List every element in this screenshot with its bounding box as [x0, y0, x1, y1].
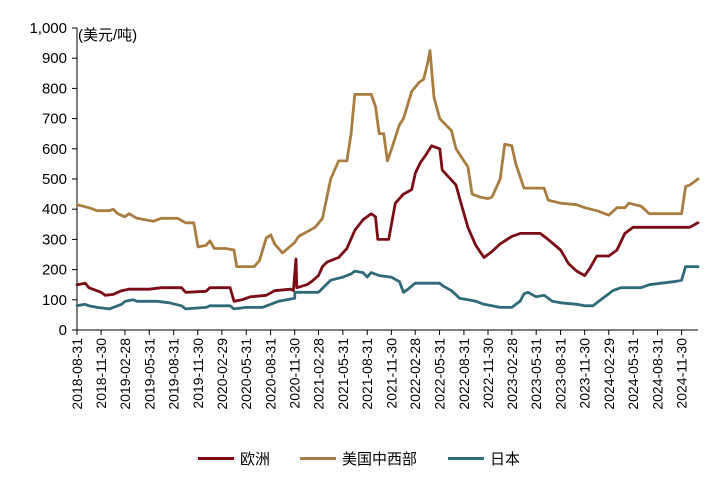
y-tick-label: 800 — [42, 80, 67, 97]
x-tick-label: 2023-11-30 — [577, 338, 593, 409]
x-tick-label: 2023-05-31 — [528, 338, 544, 410]
x-tick-label: 2022-11-30 — [480, 338, 496, 409]
x-tick-label: 2023-08-31 — [553, 338, 569, 410]
x-tick-label: 2021-05-31 — [335, 338, 351, 410]
x-tick-label: 2024-08-31 — [649, 338, 665, 410]
x-tick-label: 2021-11-30 — [383, 338, 399, 409]
x-tick-label: 2021-02-28 — [311, 338, 327, 410]
y-axis: 0 100 200 300 400 500 600 700 800 900 1,000 — [29, 20, 78, 339]
x-tick-label: 2023-02-28 — [504, 338, 520, 410]
legend-item-europe: 欧洲 — [198, 445, 270, 471]
x-tick-label: 2024-05-31 — [625, 338, 641, 410]
y-tick-label: 600 — [42, 141, 67, 158]
legend-item-us-midwest: 美国中西部 — [300, 445, 417, 471]
y-tick-label: 1,000 — [29, 20, 67, 37]
x-tick-label: 2018-08-31 — [69, 338, 85, 410]
series-layer — [75, 49, 700, 311]
y-tick-label: 200 — [42, 262, 67, 279]
y-tick-label: 900 — [42, 50, 67, 67]
x-tick-label: 2019-08-31 — [166, 338, 182, 410]
y-tick-label: 700 — [42, 111, 67, 128]
x-tick-label: 2019-11-30 — [190, 338, 206, 409]
x-tick-label: 2019-02-28 — [117, 338, 133, 410]
legend: 欧洲 美国中西部 日本 — [0, 445, 710, 471]
x-tick-label: 2020-11-30 — [287, 338, 303, 409]
x-tick-label: 2021-08-31 — [359, 338, 375, 410]
y-tick-label: 500 — [42, 171, 67, 188]
x-tick-label: 2019-05-31 — [141, 338, 157, 410]
legend-label-us-midwest: 美国中西部 — [342, 450, 418, 468]
y-tick-label: 300 — [42, 231, 67, 248]
x-tick-label: 2024-02-29 — [601, 338, 617, 410]
series-line-2 — [75, 265, 700, 311]
legend-item-japan: 日本 — [448, 445, 520, 471]
y-tick-label: 0 — [59, 322, 67, 339]
legend-swatch-us-midwest — [300, 456, 336, 460]
legend-label-europe: 欧洲 — [240, 450, 271, 468]
legend-swatch-japan — [448, 456, 484, 460]
x-axis: 2018-08-31 2018-11-30 2019-02-28 2019-05-31… — [69, 329, 698, 410]
x-tick-label: 2018-11-30 — [93, 338, 109, 409]
y-tick-label: 400 — [42, 201, 67, 218]
series-line-1 — [75, 49, 700, 269]
legend-label-japan: 日本 — [490, 450, 521, 468]
x-tick-label: 2020-02-29 — [214, 338, 230, 410]
x-tick-label: 2020-08-31 — [263, 338, 279, 410]
unit-label: (美元/吨) — [78, 27, 137, 44]
x-tick-label: 2024-11-30 — [674, 338, 690, 409]
x-tick-label: 2022-08-31 — [456, 338, 472, 410]
legend-swatch-europe — [198, 456, 234, 460]
x-tick-label: 2020-05-31 — [238, 338, 254, 410]
series-line-0 — [75, 144, 700, 303]
x-tick-label: 2022-05-31 — [432, 338, 448, 410]
y-tick-label: 100 — [42, 292, 67, 309]
x-tick-label: 2022-02-28 — [407, 338, 423, 410]
